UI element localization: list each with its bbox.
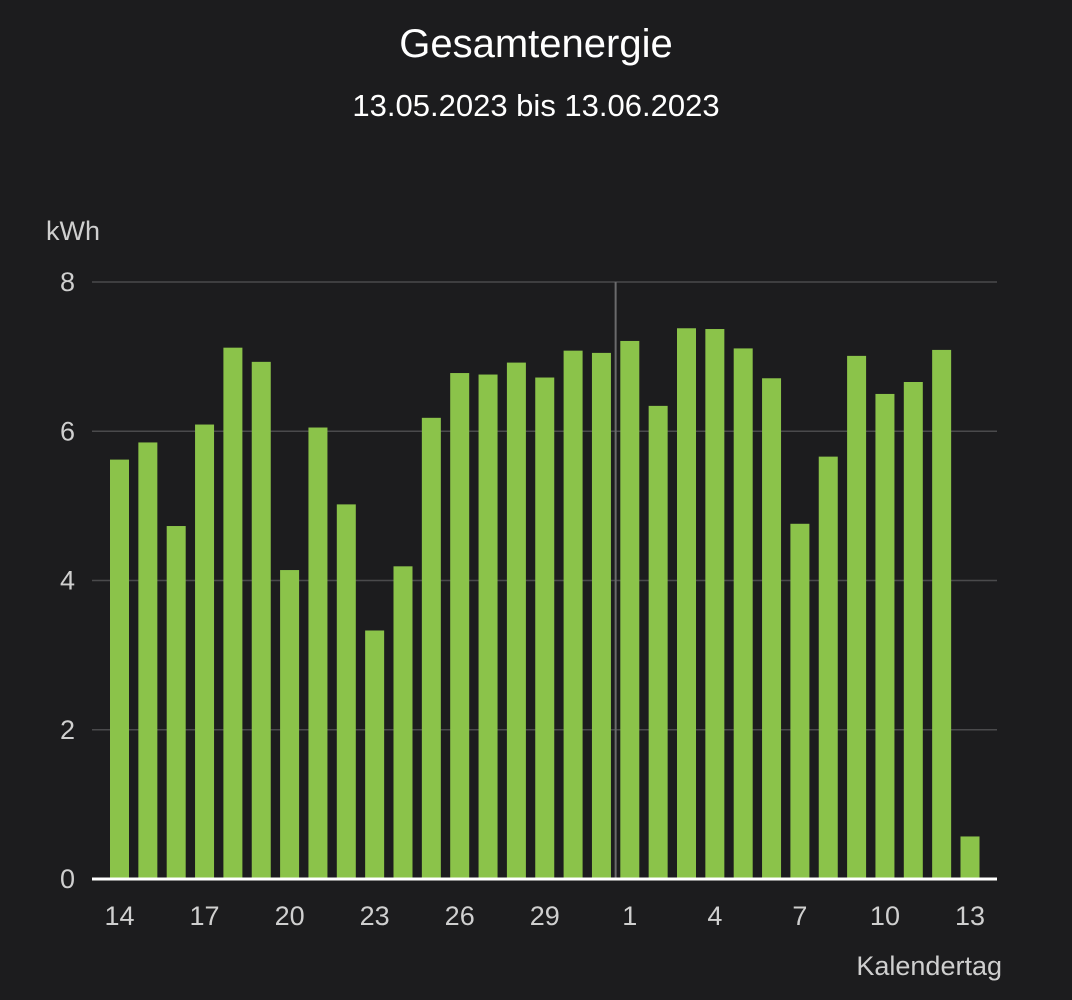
- bar: [450, 373, 470, 879]
- chart-subtitle: 13.05.2023 bis 13.06.2023: [352, 88, 720, 123]
- bars-layer: [110, 328, 980, 880]
- x-tick-label: 17: [190, 901, 220, 931]
- bar: [847, 355, 867, 879]
- bar: [478, 374, 498, 879]
- x-tick-label: 4: [707, 901, 722, 931]
- chart-title: Gesamtenergie: [399, 22, 673, 66]
- x-tick-label: 13: [955, 901, 985, 931]
- bar: [648, 405, 668, 879]
- bar: [506, 362, 526, 880]
- bar: [563, 350, 583, 879]
- y-tick-label: 0: [60, 864, 75, 894]
- bar: [251, 361, 271, 879]
- bar: [421, 417, 441, 879]
- bar: [110, 459, 129, 879]
- bar: [790, 523, 810, 879]
- bar: [166, 526, 186, 879]
- x-tick-label: 26: [445, 901, 475, 931]
- bar: [393, 566, 413, 879]
- bar: [960, 836, 980, 879]
- y-tick-label: 2: [60, 715, 75, 745]
- x-tick-label: 14: [104, 901, 134, 931]
- bar: [705, 329, 725, 879]
- y-tick-label: 4: [60, 566, 75, 596]
- bar: [818, 456, 838, 879]
- x-axis-title: Kalendertag: [856, 951, 1002, 981]
- y-axis-title: kWh: [46, 216, 100, 246]
- y-tick-label: 8: [60, 267, 75, 297]
- bar: [308, 427, 328, 879]
- x-tick-label: 1: [622, 901, 637, 931]
- bar: [932, 349, 952, 879]
- bar: [535, 377, 555, 879]
- bar: [620, 340, 640, 879]
- bar: [591, 352, 611, 879]
- x-tick-label: 7: [792, 901, 807, 931]
- bar: [195, 424, 215, 879]
- bar: [733, 348, 753, 879]
- bar: [365, 630, 385, 879]
- bar: [875, 393, 895, 879]
- x-tick-label: 10: [870, 901, 900, 931]
- bar: [336, 504, 356, 879]
- bar: [138, 442, 158, 879]
- bar: [903, 381, 923, 879]
- x-tick-label: 29: [530, 901, 560, 931]
- bar: [223, 347, 243, 879]
- bar: [762, 378, 782, 879]
- x-tick-label: 20: [275, 901, 305, 931]
- y-tick-label: 6: [60, 416, 75, 446]
- bar: [280, 570, 300, 879]
- bar: [677, 328, 696, 880]
- x-tick-label: 23: [360, 901, 390, 931]
